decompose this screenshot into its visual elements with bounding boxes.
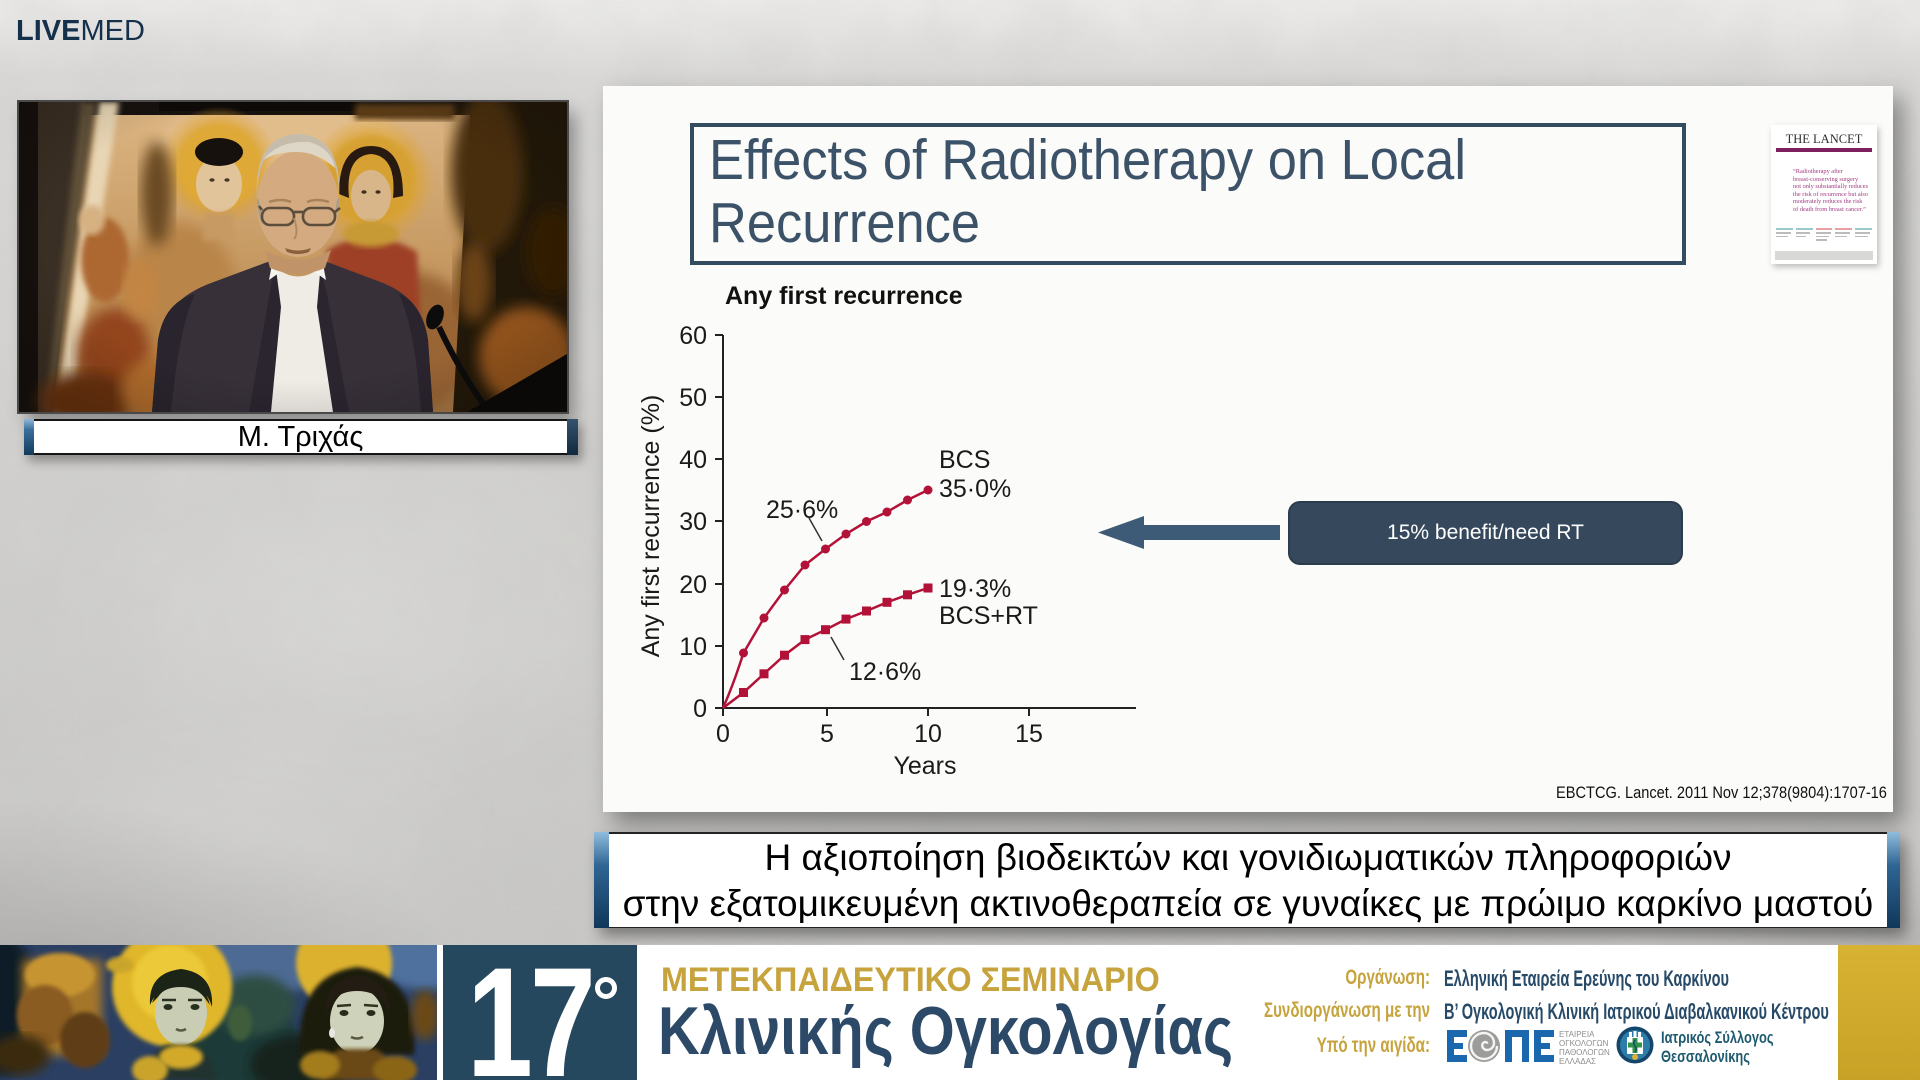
svg-text:ΠΑΘΟΛΟΓΩΝ: ΠΑΘΟΛΟΓΩΝ <box>1559 1048 1610 1057</box>
svg-text:15: 15 <box>1015 720 1043 748</box>
svg-text:ΕΛΛΑΔΑΣ: ΕΛΛΑΔΑΣ <box>1559 1057 1596 1064</box>
svg-text:5: 5 <box>820 720 834 748</box>
svg-text:Any first recurrence (%): Any first recurrence (%) <box>637 395 665 658</box>
svg-text:ΕΤΑΙΡΕΙΑ: ΕΤΑΙΡΕΙΑ <box>1559 1030 1595 1039</box>
svg-text:0: 0 <box>693 695 707 723</box>
svg-text:10: 10 <box>679 633 707 661</box>
svg-text:35·0%: 35·0% <box>939 475 1011 503</box>
svg-text:ΟΓΚΟΛΟΓΩΝ: ΟΓΚΟΛΟΓΩΝ <box>1559 1039 1609 1048</box>
svg-text:30: 30 <box>679 508 707 536</box>
svg-text:Any first recurrence: Any first recurrence <box>725 282 963 310</box>
svg-text:0: 0 <box>716 720 730 748</box>
svg-text:BCS+RT: BCS+RT <box>939 602 1038 630</box>
svg-text:19·3%: 19·3% <box>939 575 1011 603</box>
svg-text:50: 50 <box>679 384 707 412</box>
svg-text:10: 10 <box>914 720 942 748</box>
svg-text:60: 60 <box>679 322 707 350</box>
svg-text:20: 20 <box>679 571 707 599</box>
svg-text:BCS: BCS <box>939 446 990 474</box>
svg-text:25·6%: 25·6% <box>766 496 838 524</box>
svg-text:Years: Years <box>893 752 956 780</box>
svg-text:12·6%: 12·6% <box>849 658 921 686</box>
svg-text:40: 40 <box>679 446 707 474</box>
